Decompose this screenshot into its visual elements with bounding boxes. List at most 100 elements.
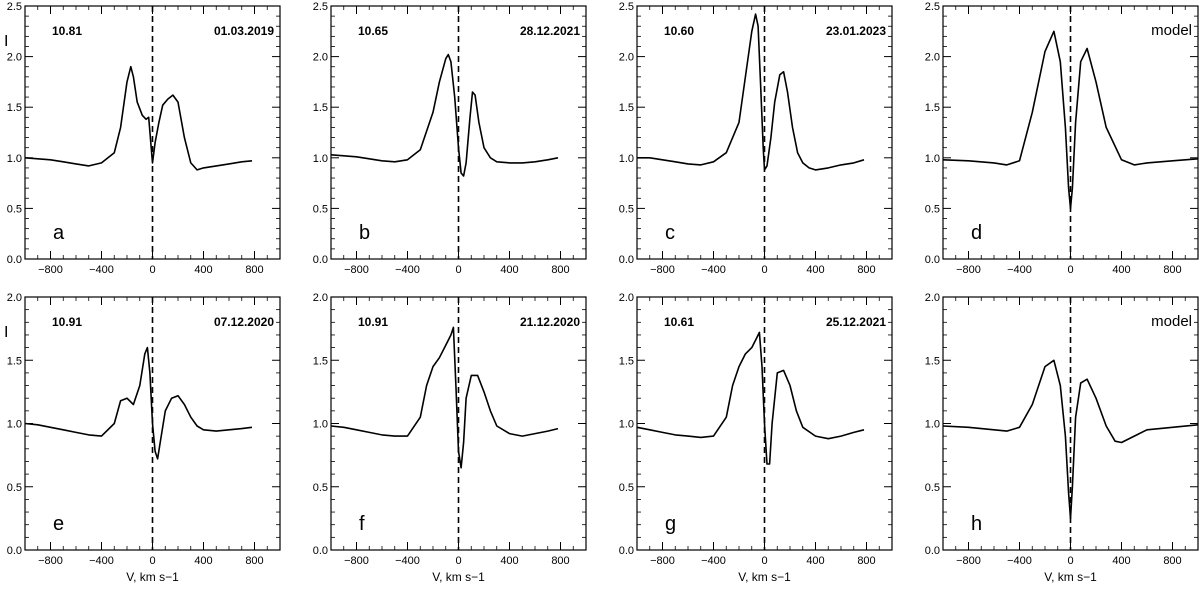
magnitude-label: 10.60 — [664, 24, 694, 38]
y-tick-label: 1.5 — [925, 102, 940, 114]
y-tick-label: 1.5 — [313, 355, 328, 367]
panel-b: −800 −400 0 400 800 0.0 0.5 1.0 1.5 2.0 2.5 10.65 28… — [313, 1, 587, 276]
magnitude-label: 10.61 — [664, 315, 694, 329]
magnitude-label: 10.91 — [52, 315, 82, 329]
x-axis-label: V, km s−1 — [126, 570, 179, 584]
y-tick-label: 0.0 — [619, 254, 634, 266]
y-tick-label: 2.5 — [313, 1, 328, 13]
y-tick-label: 0.0 — [619, 545, 634, 557]
y-tick-label: 0.5 — [925, 482, 940, 494]
x-tick-label: 400 — [194, 555, 212, 567]
y-tick-label: 1.0 — [313, 419, 328, 431]
y-tick-label: 1.5 — [7, 355, 22, 367]
x-tick-label: −400 — [395, 264, 420, 276]
x-tick-label: 800 — [1163, 264, 1181, 276]
y-tick-label: 1.0 — [7, 419, 22, 431]
profile-line — [330, 53, 559, 177]
x-tick-label: 0 — [455, 555, 461, 567]
x-tick-label: −400 — [89, 264, 114, 276]
y-tick-label: 2.0 — [925, 292, 940, 304]
y-tick-label: 0.0 — [7, 254, 22, 266]
y-tick-label: 2.0 — [313, 52, 328, 64]
profile-line — [330, 326, 559, 469]
panel-letter: e — [53, 513, 64, 535]
profile-line — [636, 331, 865, 465]
date-label: 21.12.2020 — [520, 315, 580, 329]
x-tick-label: 400 — [1112, 264, 1130, 276]
x-tick-label: −400 — [1007, 264, 1032, 276]
y-tick-label: 0.5 — [925, 203, 940, 215]
x-tick-label: 0 — [455, 264, 461, 276]
y-tick-label: 0.0 — [925, 545, 940, 557]
x-tick-label: 400 — [806, 555, 824, 567]
panel-letter: g — [665, 513, 676, 535]
y-tick-label: 2.5 — [925, 1, 940, 13]
y-tick-label: 1.0 — [925, 419, 940, 431]
panel-letter: b — [359, 222, 370, 244]
x-tick-label: −800 — [344, 264, 369, 276]
y-tick-label: 0.5 — [313, 203, 328, 215]
x-tick-label: −400 — [395, 555, 420, 567]
panel-letter: h — [971, 513, 982, 535]
x-tick-label: 800 — [551, 555, 569, 567]
x-tick-label: −800 — [650, 264, 675, 276]
x-tick-label: 400 — [500, 555, 518, 567]
panel-letter: d — [971, 222, 982, 244]
x-axis-label: V, km s−1 — [1044, 570, 1097, 584]
y-tick-label: 0.0 — [925, 254, 940, 266]
x-tick-label: −400 — [89, 555, 114, 567]
x-tick-label: 0 — [761, 555, 767, 567]
x-tick-label: 800 — [857, 555, 875, 567]
panel-c: −800 −400 0 400 800 0.0 0.5 1.0 1.5 2.0 2.5 10.60 23… — [619, 1, 893, 276]
x-tick-label: −800 — [344, 555, 369, 567]
panel-g: −800 −400 0 400 800 0.0 0.5 1.0 1.5 2.0 10.61 25.12… — [619, 292, 893, 584]
x-tick-label: 800 — [245, 555, 263, 567]
y-tick-label: 2.5 — [7, 1, 22, 13]
x-tick-label: 400 — [194, 264, 212, 276]
y-tick-label: 0.0 — [313, 545, 328, 557]
x-tick-label: −400 — [701, 264, 726, 276]
model-label: model — [1151, 22, 1192, 39]
x-tick-label: 800 — [551, 264, 569, 276]
x-tick-label: 400 — [500, 264, 518, 276]
y-tick-label: 0.0 — [7, 545, 22, 557]
panel-e: −800 −400 0 400 800 0.0 0.5 1.0 1.5 2.0 10.91 07.12… — [4, 292, 281, 584]
x-tick-label: 0 — [761, 264, 767, 276]
y-tick-label: 2.0 — [7, 292, 22, 304]
x-tick-label: 0 — [149, 264, 155, 276]
x-tick-label: 800 — [1163, 555, 1181, 567]
panel-f: −800 −400 0 400 800 0.0 0.5 1.0 1.5 2.0 10.91 21.12… — [313, 292, 587, 584]
y-tick-label: 0.5 — [7, 482, 22, 494]
y-tick-label: 1.5 — [619, 102, 634, 114]
date-label: 23.01.2023 — [826, 24, 886, 38]
x-tick-label: 0 — [149, 555, 155, 567]
y-tick-label: 1.5 — [313, 102, 328, 114]
x-tick-label: −800 — [38, 555, 63, 567]
profile-line — [24, 65, 253, 171]
y-tick-label: 1.0 — [619, 153, 634, 165]
y-tick-label: 1.5 — [7, 102, 22, 114]
x-tick-label: −800 — [650, 555, 675, 567]
y-tick-label: 2.5 — [619, 1, 634, 13]
date-label: 25.12.2021 — [826, 315, 886, 329]
date-label: 01.03.2019 — [214, 24, 274, 38]
y-tick-label: 2.0 — [619, 52, 634, 64]
profile-line — [942, 359, 1199, 520]
y-tick-label: 0.5 — [313, 482, 328, 494]
x-tick-label: 800 — [857, 264, 875, 276]
x-axis-label: V, km s−1 — [432, 570, 485, 584]
y-tick-label: 1.5 — [925, 355, 940, 367]
y-tick-label: 1.0 — [619, 419, 634, 431]
profile-line — [942, 30, 1199, 210]
y-tick-label: 2.0 — [925, 52, 940, 64]
magnitude-label: 10.81 — [52, 24, 82, 38]
y-axis-label: I — [4, 324, 8, 341]
x-tick-label: −800 — [38, 264, 63, 276]
panel-letter: a — [53, 222, 65, 244]
x-tick-label: −400 — [1007, 555, 1032, 567]
y-tick-label: 0.5 — [7, 203, 22, 215]
y-tick-label: 0.0 — [313, 254, 328, 266]
x-tick-label: 800 — [245, 264, 263, 276]
magnitude-label: 10.91 — [358, 315, 388, 329]
